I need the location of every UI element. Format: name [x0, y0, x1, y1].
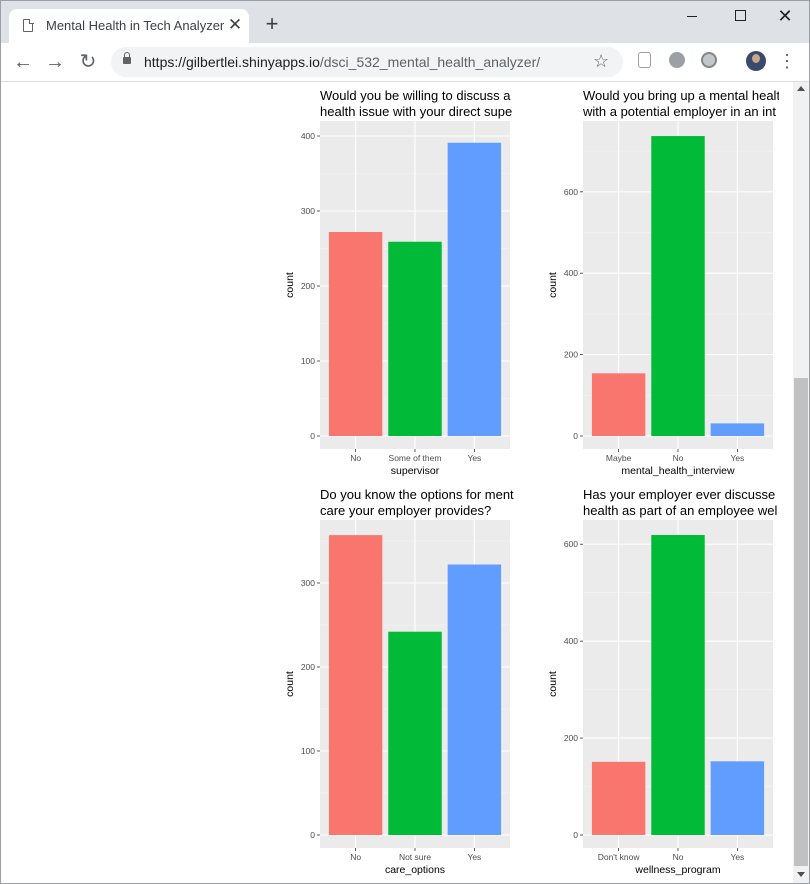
y-tick-label: 400 — [564, 636, 578, 646]
y-tick-label: 200 — [564, 733, 578, 743]
plus-icon[interactable]: + — [265, 11, 279, 36]
chart-title: Would you be willing to discuss a health… — [320, 88, 513, 119]
y-tick-label: 200 — [564, 350, 578, 360]
bar-chart-svg: 0 200 400 600 Maybe No Yes mental_health_interv… — [547, 121, 773, 477]
vertical-scrollbar[interactable] — [793, 82, 809, 883]
bar — [591, 761, 646, 835]
avatar[interactable] — [746, 51, 766, 71]
star-icon[interactable]: ☆ — [593, 51, 610, 71]
y-tick-label: 100 — [301, 746, 315, 756]
title-bar: Mental Health in Tech Analyzer ✕ + ✕ — [1, 1, 809, 43]
x-axis-label: supervisor — [391, 465, 440, 477]
tab-title: Mental Health in Tech Analyzer — [46, 18, 225, 33]
bar — [591, 373, 646, 436]
y-tick-label: 0 — [573, 830, 578, 840]
bar — [710, 423, 765, 436]
chart-title: Has your employer ever discusse health a… — [583, 487, 778, 518]
y-tick-label: 600 — [564, 539, 578, 549]
x-tick-label: Not sure — [399, 852, 431, 862]
chart-title: Would you bring up a mental healt with a… — [583, 88, 779, 119]
globe-icon[interactable] — [669, 52, 685, 68]
bar — [447, 564, 502, 835]
y-tick-label: 200 — [301, 281, 315, 291]
y-axis-label: count — [547, 272, 559, 298]
bar — [388, 241, 442, 436]
x-tick-label: No — [350, 852, 361, 862]
bar — [710, 761, 765, 835]
y-tick-label: 100 — [301, 356, 315, 366]
chart-care-options: Do you know the options for ment care yo… — [284, 487, 520, 881]
y-tick-label: 0 — [573, 431, 578, 441]
x-tick-label: Don't know — [598, 852, 641, 862]
x-tick-label: No — [350, 453, 361, 463]
y-tick-label: 0 — [310, 830, 315, 840]
back-icon[interactable]: ← — [13, 51, 33, 73]
y-tick-label: 300 — [301, 578, 315, 588]
x-axis-label: wellness_program — [634, 864, 720, 876]
y-tick-label: 300 — [301, 206, 315, 216]
bar-chart-svg: 0 100 200 300 400 No Some of them Yes supervisor… — [284, 121, 510, 477]
scroll-thumb[interactable] — [794, 378, 808, 866]
x-axis-label: mental_health_interview — [621, 465, 735, 477]
maximize-button[interactable] — [716, 1, 762, 33]
url-text[interactable]: https://gilbertlei.shinyapps.io/dsci_532… — [144, 54, 540, 70]
x-tick-label: Yes — [730, 453, 744, 463]
x-tick-label: Maybe — [606, 453, 632, 463]
browser-tab[interactable]: Mental Health in Tech Analyzer ✕ — [9, 9, 249, 43]
bar-chart-svg: 0 100 200 300 No Not sure Yes care_options count — [284, 520, 510, 876]
lock-icon — [123, 52, 131, 64]
x-tick-label: Yes — [467, 852, 481, 862]
x-tick-label: No — [673, 453, 684, 463]
bar — [651, 136, 705, 436]
x-axis-label: care_options — [385, 864, 445, 876]
bar — [388, 631, 442, 835]
y-tick-label: 400 — [301, 131, 315, 141]
bar — [328, 535, 383, 835]
y-axis-label: count — [284, 671, 296, 697]
page-content: Would you be willing to discuss a health… — [1, 82, 793, 883]
chart-wellness-program: Has your employer ever discusse health a… — [547, 487, 783, 881]
bar — [651, 535, 705, 835]
x-tick-label: Some of them — [389, 453, 442, 463]
close-icon[interactable]: ✕ — [227, 15, 243, 34]
y-axis-label: count — [547, 671, 559, 697]
browser-toolbar: ← → ↻ https://gilbertlei.shinyapps.io/ds… — [1, 43, 809, 82]
url-host: https://gilbertlei.shinyapps.io — [144, 54, 320, 70]
x-tick-label: Yes — [730, 852, 744, 862]
reload-icon[interactable]: ↻ — [79, 51, 97, 73]
address-bar[interactable]: https://gilbertlei.shinyapps.io/dsci_532… — [111, 47, 623, 77]
forward-icon[interactable]: → — [45, 51, 65, 73]
x-tick-label: Yes — [467, 453, 481, 463]
scroll-down-icon[interactable] — [797, 872, 805, 877]
x-tick-label: No — [673, 852, 684, 862]
y-tick-label: 600 — [564, 187, 578, 197]
y-tick-label: 200 — [301, 662, 315, 672]
window-close-button[interactable]: ✕ — [777, 6, 793, 26]
bar — [447, 142, 502, 436]
circle-icon[interactable] — [701, 52, 717, 68]
y-axis-label: count — [284, 272, 296, 298]
minimize-button[interactable] — [669, 1, 715, 33]
y-tick-label: 400 — [564, 268, 578, 278]
bar-chart-svg: 0 200 400 600 Don't know No Yes wellness_progra… — [547, 520, 773, 876]
bar — [328, 232, 383, 436]
page-icon — [23, 18, 34, 32]
scroll-up-icon[interactable] — [797, 86, 805, 91]
kebab-menu-icon[interactable]: ⋮ — [778, 51, 796, 71]
chart-supervisor: Would you be willing to discuss a health… — [284, 88, 520, 482]
url-path: /dsci_532_mental_health_analyzer/ — [319, 54, 541, 70]
chart-mental-health-interview: Would you bring up a mental healt with a… — [547, 88, 783, 482]
y-tick-label: 0 — [310, 431, 315, 441]
chart-title: Do you know the options for ment care yo… — [320, 487, 514, 518]
extension-icon[interactable] — [638, 52, 651, 68]
